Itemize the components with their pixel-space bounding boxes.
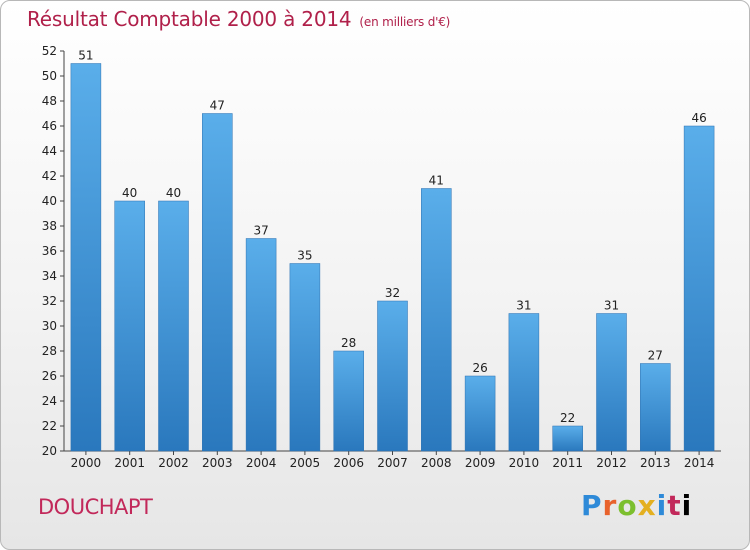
bar bbox=[114, 200, 145, 452]
x-tick-label: 2003 bbox=[202, 456, 233, 470]
x-tick-label: 2011 bbox=[552, 456, 583, 470]
x-tick-label: 2004 bbox=[246, 456, 277, 470]
data-label: 32 bbox=[385, 286, 400, 300]
bar bbox=[596, 313, 627, 452]
x-tick-label: 2008 bbox=[421, 456, 452, 470]
y-tick-label: 24 bbox=[42, 394, 57, 408]
data-label: 28 bbox=[341, 336, 356, 350]
bar bbox=[245, 238, 277, 452]
bar bbox=[421, 188, 452, 452]
x-tick-label: 2005 bbox=[290, 456, 321, 470]
y-tick-label: 28 bbox=[42, 344, 57, 358]
data-label: 35 bbox=[297, 249, 312, 263]
bar bbox=[640, 363, 671, 452]
y-tick-label: 44 bbox=[42, 144, 57, 158]
y-tick-label: 22 bbox=[42, 419, 57, 433]
chart-value-labels: 51 40 40 47 37 35 28 32 41 26 31 22 31 27 46 bbox=[78, 49, 706, 426]
bar bbox=[683, 125, 715, 452]
y-tick-label: 30 bbox=[42, 319, 57, 333]
x-tick-label: 2007 bbox=[377, 456, 408, 470]
y-tick-label: 20 bbox=[42, 444, 57, 458]
bar bbox=[377, 300, 408, 452]
y-tick-label: 36 bbox=[42, 244, 57, 258]
data-label: 22 bbox=[560, 411, 575, 425]
chart-title: Résultat Comptable 2000 à 2014 (en millie… bbox=[27, 7, 450, 31]
y-tick-label: 26 bbox=[42, 369, 57, 383]
y-tick-label: 34 bbox=[42, 269, 57, 283]
data-label: 31 bbox=[516, 299, 531, 313]
data-label: 27 bbox=[648, 349, 663, 363]
bar bbox=[289, 263, 321, 452]
x-tick-label: 2002 bbox=[158, 456, 189, 470]
data-label: 51 bbox=[78, 49, 93, 63]
chart-axes: 20 22 24 26 28 30 32 34 36 38 40 42 44 46 48 50 52 2000 20… bbox=[42, 44, 721, 470]
x-tick-label: 2014 bbox=[684, 456, 715, 470]
bar bbox=[70, 63, 102, 452]
data-label: 40 bbox=[122, 186, 137, 200]
chart-subtitle: (en milliers d'€) bbox=[359, 15, 451, 29]
x-tick-label: 2006 bbox=[333, 456, 364, 470]
y-tick-label: 48 bbox=[42, 94, 57, 108]
chart-bars bbox=[70, 63, 715, 452]
data-label: 41 bbox=[429, 174, 444, 188]
x-tick-label: 2000 bbox=[71, 456, 102, 470]
bar bbox=[202, 113, 233, 452]
x-tick-label: 2010 bbox=[509, 456, 540, 470]
data-label: 31 bbox=[604, 299, 619, 313]
data-label: 37 bbox=[253, 224, 268, 238]
y-tick-label: 42 bbox=[42, 169, 57, 183]
x-tick-label: 2012 bbox=[596, 456, 627, 470]
commune-name: DOUCHAPT bbox=[38, 495, 153, 519]
data-label: 40 bbox=[166, 186, 181, 200]
x-tick-label: 2013 bbox=[640, 456, 671, 470]
bar bbox=[508, 313, 540, 452]
bar bbox=[333, 350, 364, 452]
y-tick-label: 32 bbox=[42, 294, 57, 308]
data-label: 47 bbox=[210, 99, 225, 113]
y-tick-label: 38 bbox=[42, 219, 57, 233]
x-tick-label: 2001 bbox=[114, 456, 145, 470]
proxiti-logo: Proxiti bbox=[581, 489, 693, 522]
y-tick-label: 40 bbox=[42, 194, 57, 208]
bar bbox=[158, 200, 189, 452]
data-label: 26 bbox=[472, 361, 487, 375]
x-tick-label: 2009 bbox=[465, 456, 496, 470]
y-tick-label: 46 bbox=[42, 119, 57, 133]
bar bbox=[464, 375, 496, 452]
data-label: 46 bbox=[691, 111, 706, 125]
y-tick-label: 52 bbox=[42, 44, 57, 58]
y-tick-label: 50 bbox=[42, 69, 57, 83]
chart-title-text: Résultat Comptable 2000 à 2014 bbox=[27, 7, 352, 31]
bar bbox=[552, 425, 583, 452]
